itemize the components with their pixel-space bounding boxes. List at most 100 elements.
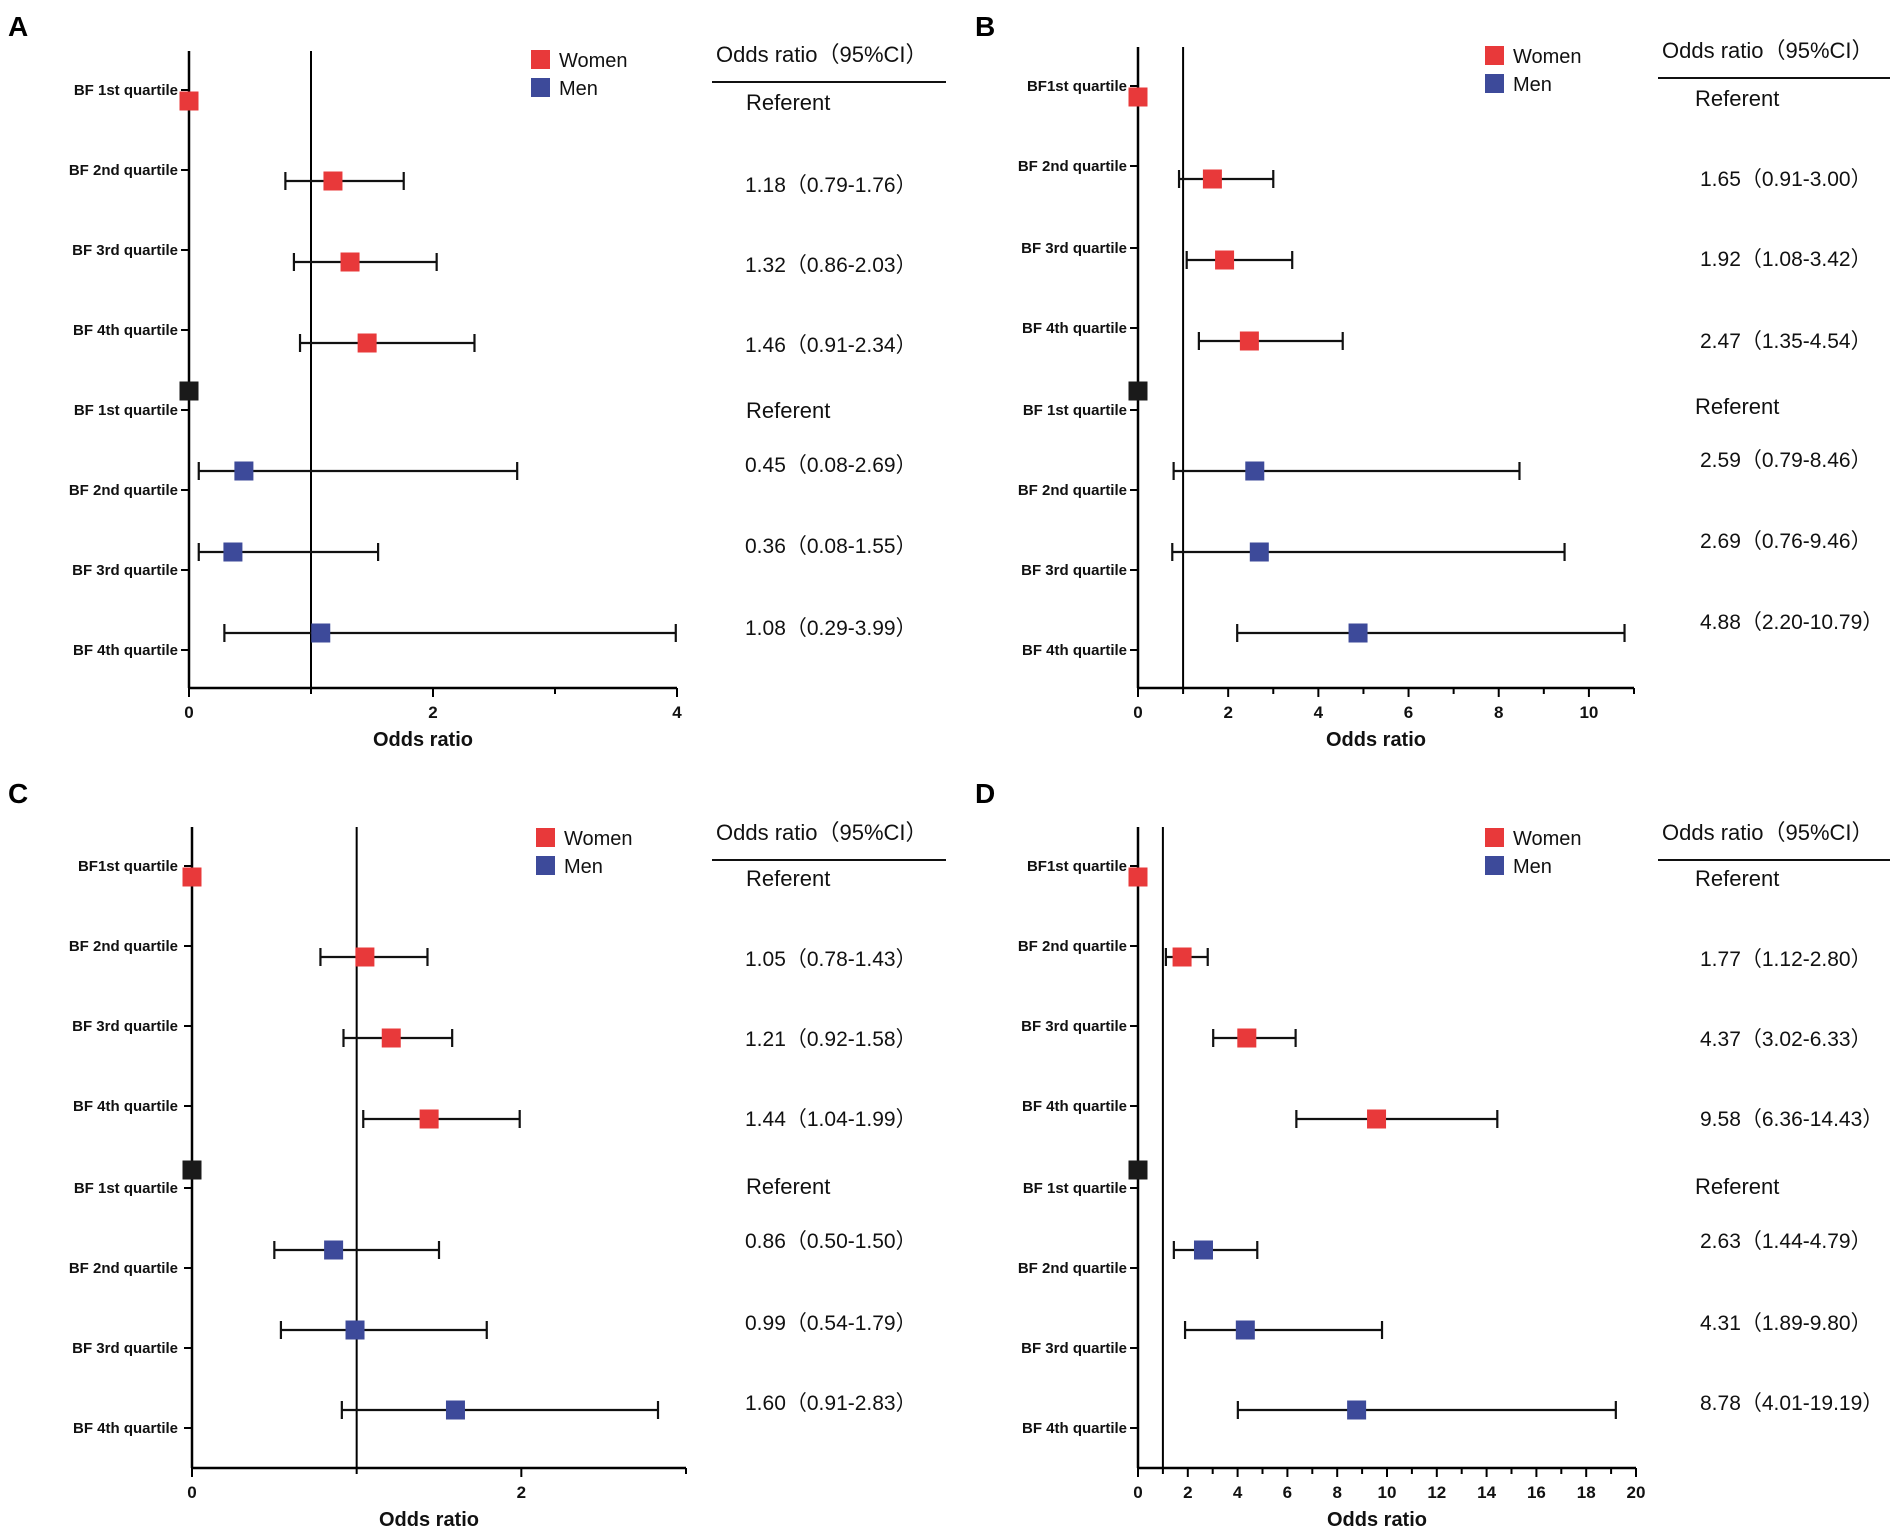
row-label: BF 4th quartile xyxy=(1022,320,1127,337)
row-label: BF1st quartile xyxy=(78,858,178,875)
men-point-marker xyxy=(1249,542,1269,562)
row-label: BF 1st quartile xyxy=(74,402,178,419)
odds-ratio-text: 1.32（0.86-2.03） xyxy=(745,254,917,277)
women-point-marker xyxy=(355,947,375,967)
legend-men-label: Men xyxy=(1513,74,1552,96)
panel-B: B 0 2 4 6 8 10 Odds ratio BF1st quartile Referent… xyxy=(975,11,1890,751)
odds-ratio-text: 1.65（0.91-3.00） xyxy=(1700,168,1872,191)
legend-men-swatch xyxy=(536,856,555,875)
row-label: BF 3rd quartile xyxy=(72,562,178,579)
odds-ratio-text: 1.77（1.12-2.80） xyxy=(1700,948,1872,971)
women-point-marker xyxy=(1367,1109,1387,1129)
odds-ratio-text: 1.08（0.29-3.99） xyxy=(745,617,917,640)
row-label: BF 3rd quartile xyxy=(72,242,178,259)
odds-ratio-text: 1.46（0.91-2.34） xyxy=(745,334,917,357)
odds-ratio-text: 9.58（6.36-14.43） xyxy=(1700,1108,1883,1131)
panel-letter: C xyxy=(8,778,28,809)
women-point-marker xyxy=(1237,1028,1257,1048)
odds-ratio-text: Referent xyxy=(1695,866,1779,891)
women-point-marker xyxy=(357,333,377,353)
row-label: BF 2nd quartile xyxy=(1018,1260,1127,1277)
legend-women-swatch xyxy=(531,50,550,69)
odds-ratio-text: Referent xyxy=(746,866,830,891)
panel-A: A 0 2 4 Odds ratio BF 1st quartile Referent BF … xyxy=(8,11,946,751)
row-label: BF 4th quartile xyxy=(1022,1098,1127,1115)
row-label: BF 1st quartile xyxy=(1023,1180,1127,1197)
men-point-marker xyxy=(1128,381,1148,401)
odds-ratio-text: 1.92（1.08-3.42） xyxy=(1700,248,1872,271)
x-tick-label: 10 xyxy=(1579,703,1598,722)
x-axis-title: Odds ratio xyxy=(379,1509,479,1531)
x-tick-label: 8 xyxy=(1494,703,1503,722)
table-header: Odds ratio（95%CI） xyxy=(1662,820,1874,845)
row-label: BF 4th quartile xyxy=(1022,1420,1127,1437)
x-axis-title: Odds ratio xyxy=(1326,729,1426,751)
men-point-marker xyxy=(345,1320,365,1340)
legend-women-label: Women xyxy=(564,828,633,850)
legend-men-swatch xyxy=(1485,856,1504,875)
odds-ratio-text: 4.88（2.20-10.79） xyxy=(1700,611,1883,634)
row-label: BF 3rd quartile xyxy=(1021,1340,1127,1357)
men-point-marker xyxy=(1193,1240,1213,1260)
row-label: BF 3rd quartile xyxy=(1021,1018,1127,1035)
men-point-marker xyxy=(1128,1160,1148,1180)
row-label: BF1st quartile xyxy=(1027,78,1127,95)
men-point-marker xyxy=(234,461,254,481)
men-point-marker xyxy=(1245,461,1265,481)
x-tick-label: 6 xyxy=(1283,1483,1292,1502)
odds-ratio-text: 4.31（1.89-9.80） xyxy=(1700,1312,1872,1335)
panel-D: D 0 2 4 6 8 10 12 14 16 18 20 Odds ratio BF1st quarti… xyxy=(975,778,1890,1531)
odds-ratio-text: Referent xyxy=(1695,1174,1779,1199)
row-label: BF 4th quartile xyxy=(73,1420,178,1437)
legend-women-swatch xyxy=(536,828,555,847)
women-point-marker xyxy=(182,867,202,887)
legend-men-label: Men xyxy=(1513,856,1552,878)
legend-women-swatch xyxy=(1485,46,1504,65)
women-point-marker xyxy=(1215,250,1235,270)
row-label: BF 1st quartile xyxy=(1023,402,1127,419)
men-point-marker xyxy=(1348,623,1368,643)
x-tick-label: 12 xyxy=(1427,1483,1446,1502)
odds-ratio-text: 8.78（4.01-19.19） xyxy=(1700,1392,1883,1415)
row-label: BF 1st quartile xyxy=(74,82,178,99)
odds-ratio-text: 1.18（0.79-1.76） xyxy=(745,174,917,197)
x-tick-label: 0 xyxy=(187,1483,196,1502)
women-point-marker xyxy=(1128,87,1148,107)
odds-ratio-text: Referent xyxy=(1695,394,1779,419)
odds-ratio-text: 1.60（0.91-2.83） xyxy=(745,1392,917,1415)
x-tick-label: 10 xyxy=(1378,1483,1397,1502)
row-label: BF 4th quartile xyxy=(1022,642,1127,659)
row-label: BF 3rd quartile xyxy=(1021,562,1127,579)
legend-men-swatch xyxy=(1485,74,1504,93)
x-tick-label: 4 xyxy=(1233,1483,1243,1502)
men-point-marker xyxy=(223,542,243,562)
x-tick-label: 16 xyxy=(1527,1483,1546,1502)
women-point-marker xyxy=(1172,947,1192,967)
women-point-marker xyxy=(1239,331,1259,351)
row-label: BF 4th quartile xyxy=(73,642,178,659)
men-point-marker xyxy=(324,1240,344,1260)
panel-letter: D xyxy=(975,778,995,809)
men-point-marker xyxy=(179,381,199,401)
women-point-marker xyxy=(340,252,360,272)
table-header: Odds ratio（95%CI） xyxy=(716,42,928,67)
x-tick-label: 2 xyxy=(517,1483,526,1502)
men-point-marker xyxy=(1235,1320,1255,1340)
odds-ratio-text: 0.45（0.08-2.69） xyxy=(745,454,917,477)
panel-letter: B xyxy=(975,11,995,42)
odds-ratio-text: Referent xyxy=(1695,86,1779,111)
odds-ratio-text: 0.86（0.50-1.50） xyxy=(745,1230,917,1253)
odds-ratio-text: 2.47（1.35-4.54） xyxy=(1700,330,1872,353)
odds-ratio-text: 1.21（0.92-1.58） xyxy=(745,1028,917,1051)
row-label: BF 4th quartile xyxy=(73,1098,178,1115)
x-tick-label: 0 xyxy=(1133,703,1142,722)
table-header: Odds ratio（95%CI） xyxy=(1662,38,1874,63)
table-header: Odds ratio（95%CI） xyxy=(716,820,928,845)
row-label: BF 4th quartile xyxy=(73,322,178,339)
odds-ratio-text: 2.59（0.79-8.46） xyxy=(1700,449,1872,472)
row-label: BF 2nd quartile xyxy=(1018,482,1127,499)
legend-women-swatch xyxy=(1485,828,1504,847)
women-point-marker xyxy=(323,171,343,191)
row-label: BF1st quartile xyxy=(1027,858,1127,875)
